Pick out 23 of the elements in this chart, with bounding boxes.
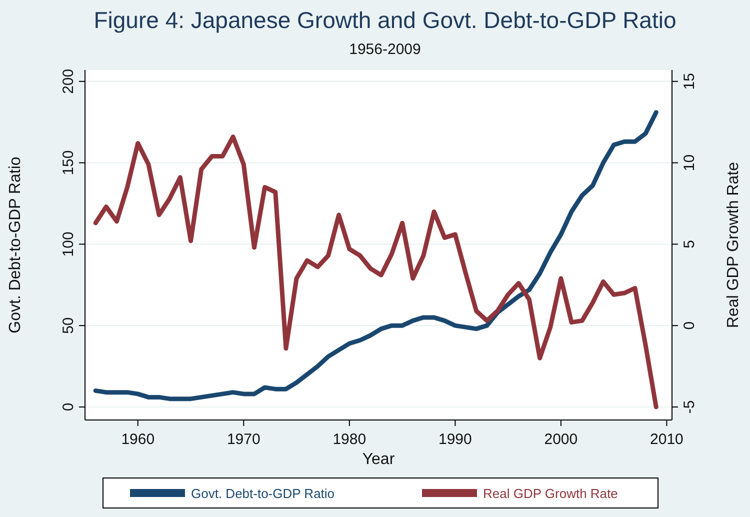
y-tick-label: 200 bbox=[60, 68, 77, 94]
x-tick-label: 2000 bbox=[544, 431, 578, 448]
y-tick-label: 100 bbox=[60, 232, 77, 257]
x-tick-label: 1960 bbox=[121, 431, 155, 448]
y2-tick-label: 5 bbox=[681, 240, 698, 248]
legend-label: Govt. Debt-to-GDP Ratio bbox=[191, 486, 335, 501]
chart-title: Figure 4: Japanese Growth and Govt. Debt-to-GDP Ratio bbox=[94, 7, 676, 33]
y2-tick-label: 10 bbox=[681, 154, 698, 172]
y2-tick-label: -5 bbox=[681, 400, 698, 414]
x-tick-label: 1990 bbox=[438, 431, 472, 448]
y-tick-label: 0 bbox=[60, 402, 77, 412]
legend-label: Real GDP Growth Rate bbox=[483, 486, 618, 501]
x-tick-label: 2010 bbox=[650, 431, 684, 448]
y2-tick-label: 0 bbox=[681, 321, 698, 330]
y-tick-label: 50 bbox=[60, 317, 77, 334]
y-tick-label: 150 bbox=[60, 150, 77, 176]
y2-axis-title: Real GDP Growth Rate bbox=[725, 162, 742, 328]
chart-subtitle: 1956-2009 bbox=[349, 41, 421, 58]
x-tick-label: 1970 bbox=[226, 431, 260, 448]
x-tick-label: 1980 bbox=[332, 431, 366, 448]
y2-tick-label: 15 bbox=[681, 73, 698, 90]
y-axis-title: Govt. Debt-to-GDP Ratio bbox=[7, 156, 24, 334]
x-axis-title: Year bbox=[362, 451, 396, 468]
